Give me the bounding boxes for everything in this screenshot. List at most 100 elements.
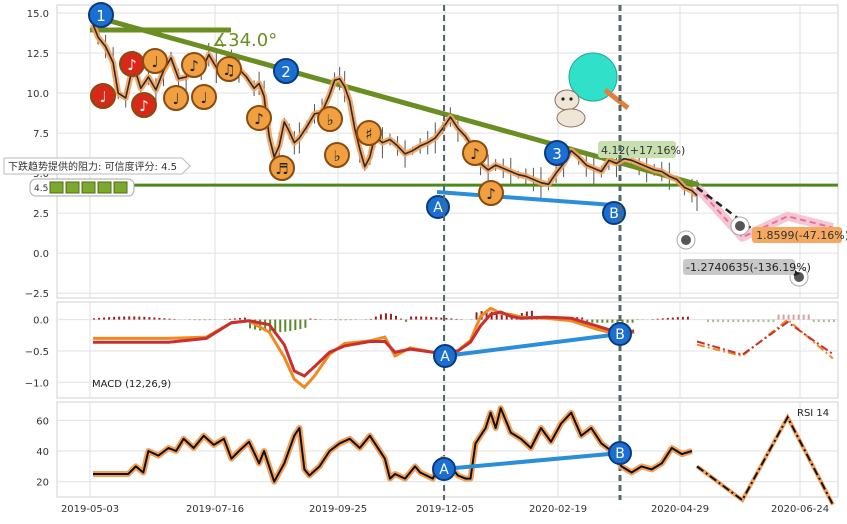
macd-histogram-bar	[194, 320, 196, 321]
macd-histogram-forecast-bar	[833, 320, 835, 323]
macd-histogram-bar	[113, 317, 115, 320]
price-panel-frame	[57, 5, 838, 298]
macd-histogram-forecast-bar	[737, 320, 739, 323]
wave-badge-label: 2	[281, 63, 291, 81]
macd-histogram-bar	[340, 320, 342, 321]
music-note-glyph: ♪	[254, 110, 264, 128]
macd-y-tick: −1.0	[25, 378, 49, 389]
macd-histogram-bar	[138, 317, 140, 320]
macd-histogram-forecast-bar	[828, 320, 830, 323]
macd-histogram-bar	[375, 317, 377, 320]
macd-histogram-bar	[596, 320, 598, 323]
rsi-y-tick: 60	[36, 416, 49, 427]
macd-histogram-bar	[601, 320, 603, 323]
x-tick-label: 2019-09-25	[309, 504, 367, 515]
mascot-eye	[569, 97, 572, 100]
macd-histogram-forecast-bar	[732, 320, 734, 323]
macd-histogram-bar	[430, 317, 432, 320]
macd-histogram-bar	[284, 320, 286, 332]
macd-histogram-bar	[395, 316, 397, 320]
macd-histogram-forecast-bar	[712, 320, 714, 323]
macd-histogram-bar	[133, 316, 135, 319]
x-tick-label: 2019-05-03	[61, 504, 119, 515]
rsi-y-tick: 40	[36, 447, 49, 458]
trend-angle-label: ∡34.0°	[212, 30, 277, 51]
macd-histogram-forecast-bar	[788, 315, 790, 320]
macd-histogram-bar	[611, 320, 613, 323]
macd-histogram-bar	[682, 317, 684, 320]
music-note-glyph: ♬	[275, 160, 288, 178]
macd-histogram-bar	[148, 317, 150, 319]
macd-histogram-forecast-bar	[747, 320, 749, 323]
price-y-tick: 10.0	[27, 89, 49, 100]
mascot-head	[555, 90, 579, 110]
macd-histogram-forecast-bar	[813, 320, 815, 323]
macd-histogram-bar	[440, 318, 442, 320]
divergence-badge-label: B	[615, 446, 625, 462]
wave-badge-label: 1	[96, 7, 106, 25]
price-y-tick: 7.5	[33, 129, 49, 140]
macd-histogram-bar	[445, 318, 447, 320]
wave-badge-label: 3	[552, 145, 562, 163]
macd-histogram-bar	[345, 320, 347, 321]
macd-histogram-bar	[299, 320, 301, 329]
resistance-callout-text: 下跌趋势提供的阻力: 可信度评分: 4.5	[8, 160, 177, 173]
macd-histogram-bar	[667, 318, 669, 320]
macd-histogram-forecast-bar	[823, 320, 825, 323]
macd-histogram-bar	[123, 316, 125, 319]
macd-histogram-bar	[93, 318, 95, 319]
macd-histogram-bar	[390, 314, 392, 320]
macd-histogram-forecast-bar	[722, 320, 724, 323]
forecast-label-text: -1.2740635(-136.19%)	[686, 261, 811, 274]
rsi-title: RSI 14	[797, 408, 829, 419]
macd-histogram-bar	[672, 318, 674, 320]
rating-star-icon	[114, 182, 127, 193]
music-note-glyph: ♪	[189, 57, 199, 75]
music-note-glyph: ♩	[99, 88, 106, 106]
macd-histogram-bar	[350, 320, 352, 321]
divergence-badge-label: B	[615, 327, 625, 343]
macd-y-tick: 0.0	[33, 316, 49, 327]
macd-histogram-bar	[335, 320, 337, 321]
macd-histogram-bar	[410, 316, 412, 319]
macd-histogram-bar	[657, 319, 659, 320]
macd-histogram-bar	[163, 318, 165, 319]
price-y-tick: 0.0	[33, 249, 49, 260]
music-note-glyph: ♯	[365, 125, 372, 143]
macd-histogram-forecast-bar	[778, 315, 780, 320]
forecast-point	[681, 235, 691, 245]
macd-histogram-bar	[380, 314, 382, 319]
music-note-glyph: ♪	[486, 185, 496, 203]
macd-histogram-bar	[199, 320, 201, 321]
price-y-tick: 12.5	[27, 49, 49, 60]
macd-histogram-forecast-bar	[818, 320, 820, 323]
macd-histogram-bar	[229, 319, 231, 320]
rating-badge-value: 4.5	[34, 184, 48, 194]
mascot-body	[557, 109, 585, 127]
x-tick-label: 2019-12-05	[416, 504, 474, 515]
forecast-label-2: -1.2740635(-136.19%)	[683, 259, 811, 275]
macd-histogram-bar	[128, 316, 130, 319]
forecast-point	[735, 221, 745, 231]
macd-histogram-forecast-bar	[752, 320, 754, 323]
gain-label-text: 4.12(+17.16%)	[601, 144, 685, 157]
mascot-eye	[561, 97, 564, 100]
macd-histogram-forecast-bar	[717, 320, 719, 323]
macd-histogram-forecast-bar	[767, 320, 769, 323]
macd-histogram-bar	[677, 317, 679, 319]
macd-histogram-bar	[204, 320, 206, 321]
music-note-glyph: ♫	[222, 61, 235, 79]
macd-histogram-bar	[169, 319, 171, 320]
x-tick-label: 2019-07-16	[186, 504, 244, 515]
price-y-tick: 2.5	[33, 209, 49, 220]
macd-histogram-bar	[581, 318, 583, 320]
rating-badge: 4.5	[30, 179, 134, 196]
macd-histogram-bar	[158, 318, 160, 320]
macd-histogram-forecast-bar	[707, 320, 709, 323]
macd-histogram-bar	[455, 319, 457, 320]
music-note-glyph: ♪	[139, 97, 149, 115]
macd-histogram-bar	[606, 320, 608, 323]
music-note-glyph: ♭	[333, 147, 340, 165]
macd-y-tick: −0.5	[25, 347, 49, 358]
macd-histogram-bar	[591, 320, 593, 323]
